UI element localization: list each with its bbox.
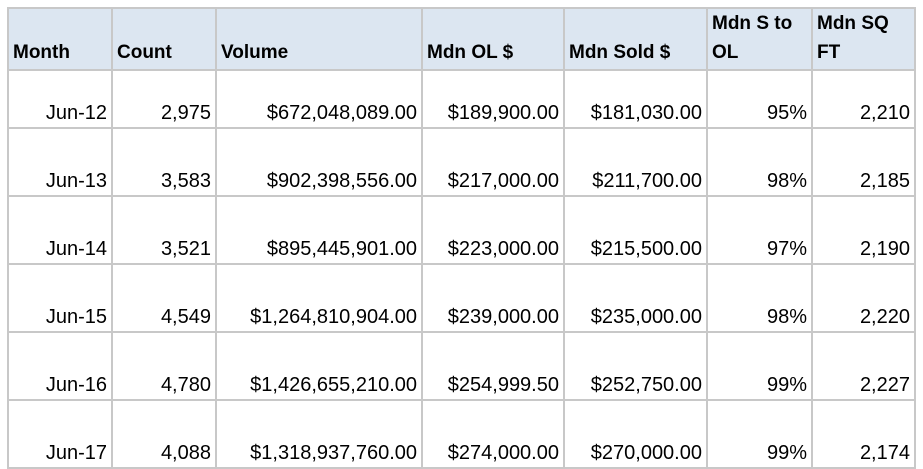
cell-median-sold-price: $252,750.00 <box>563 331 708 401</box>
table-row: Jun-14 3,521 $895,445,901.00 $223,000.00… <box>7 195 916 265</box>
cell-count: 3,583 <box>111 127 217 197</box>
column-header-volume: Volume <box>215 7 423 71</box>
cell-count: 4,780 <box>111 331 217 401</box>
cell-median-list-price: $239,000.00 <box>421 263 565 333</box>
cell-median-square-feet: 2,227 <box>811 331 916 401</box>
cell-month: Jun-17 <box>7 399 113 469</box>
table-row: Jun-15 4,549 $1,264,810,904.00 $239,000.… <box>7 263 916 333</box>
cell-median-sold-price: $235,000.00 <box>563 263 708 333</box>
cell-volume: $902,398,556.00 <box>215 127 423 197</box>
column-header-sold-to-list-ratio: Mdn S to OL <box>706 7 813 71</box>
cell-month: Jun-13 <box>7 127 113 197</box>
column-header-median-list-price: Mdn OL $ <box>421 7 565 71</box>
table-header: Month Count Volume Mdn OL $ Mdn Sold $ M… <box>7 7 916 71</box>
cell-median-square-feet: 2,185 <box>811 127 916 197</box>
cell-count: 2,975 <box>111 69 217 129</box>
cell-median-square-feet: 2,174 <box>811 399 916 469</box>
cell-median-list-price: $189,900.00 <box>421 69 565 129</box>
cell-count: 3,521 <box>111 195 217 265</box>
cell-sold-to-list-ratio: 98% <box>706 263 813 333</box>
cell-median-list-price: $274,000.00 <box>421 399 565 469</box>
cell-volume: $1,426,655,210.00 <box>215 331 423 401</box>
cell-volume: $1,318,937,760.00 <box>215 399 423 469</box>
table-row: Jun-13 3,583 $902,398,556.00 $217,000.00… <box>7 127 916 197</box>
cell-sold-to-list-ratio: 99% <box>706 399 813 469</box>
cell-median-sold-price: $270,000.00 <box>563 399 708 469</box>
cell-median-square-feet: 2,190 <box>811 195 916 265</box>
table-row: Jun-17 4,088 $1,318,937,760.00 $274,000.… <box>7 399 916 469</box>
cell-count: 4,088 <box>111 399 217 469</box>
column-header-median-sold-price: Mdn Sold $ <box>563 7 708 71</box>
cell-sold-to-list-ratio: 99% <box>706 331 813 401</box>
cell-median-square-feet: 2,220 <box>811 263 916 333</box>
cell-month: Jun-16 <box>7 331 113 401</box>
cell-median-list-price: $223,000.00 <box>421 195 565 265</box>
cell-median-sold-price: $215,500.00 <box>563 195 708 265</box>
column-header-median-square-feet: Mdn SQ FT <box>811 7 916 71</box>
cell-month: Jun-14 <box>7 195 113 265</box>
data-table: Month Count Volume Mdn OL $ Mdn Sold $ M… <box>7 7 916 469</box>
cell-month: Jun-12 <box>7 69 113 129</box>
cell-sold-to-list-ratio: 97% <box>706 195 813 265</box>
column-header-count: Count <box>111 7 217 71</box>
table-row: Jun-12 2,975 $672,048,089.00 $189,900.00… <box>7 69 916 129</box>
table-body: Jun-12 2,975 $672,048,089.00 $189,900.00… <box>7 69 916 469</box>
cell-volume: $895,445,901.00 <box>215 195 423 265</box>
cell-count: 4,549 <box>111 263 217 333</box>
column-header-month: Month <box>7 7 113 71</box>
cell-month: Jun-15 <box>7 263 113 333</box>
cell-volume: $1,264,810,904.00 <box>215 263 423 333</box>
cell-sold-to-list-ratio: 95% <box>706 69 813 129</box>
cell-median-square-feet: 2,210 <box>811 69 916 129</box>
cell-volume: $672,048,089.00 <box>215 69 423 129</box>
cell-median-list-price: $254,999.50 <box>421 331 565 401</box>
cell-median-list-price: $217,000.00 <box>421 127 565 197</box>
cell-median-sold-price: $211,700.00 <box>563 127 708 197</box>
table-row: Jun-16 4,780 $1,426,655,210.00 $254,999.… <box>7 331 916 401</box>
cell-sold-to-list-ratio: 98% <box>706 127 813 197</box>
cell-median-sold-price: $181,030.00 <box>563 69 708 129</box>
header-row: Month Count Volume Mdn OL $ Mdn Sold $ M… <box>7 7 916 71</box>
